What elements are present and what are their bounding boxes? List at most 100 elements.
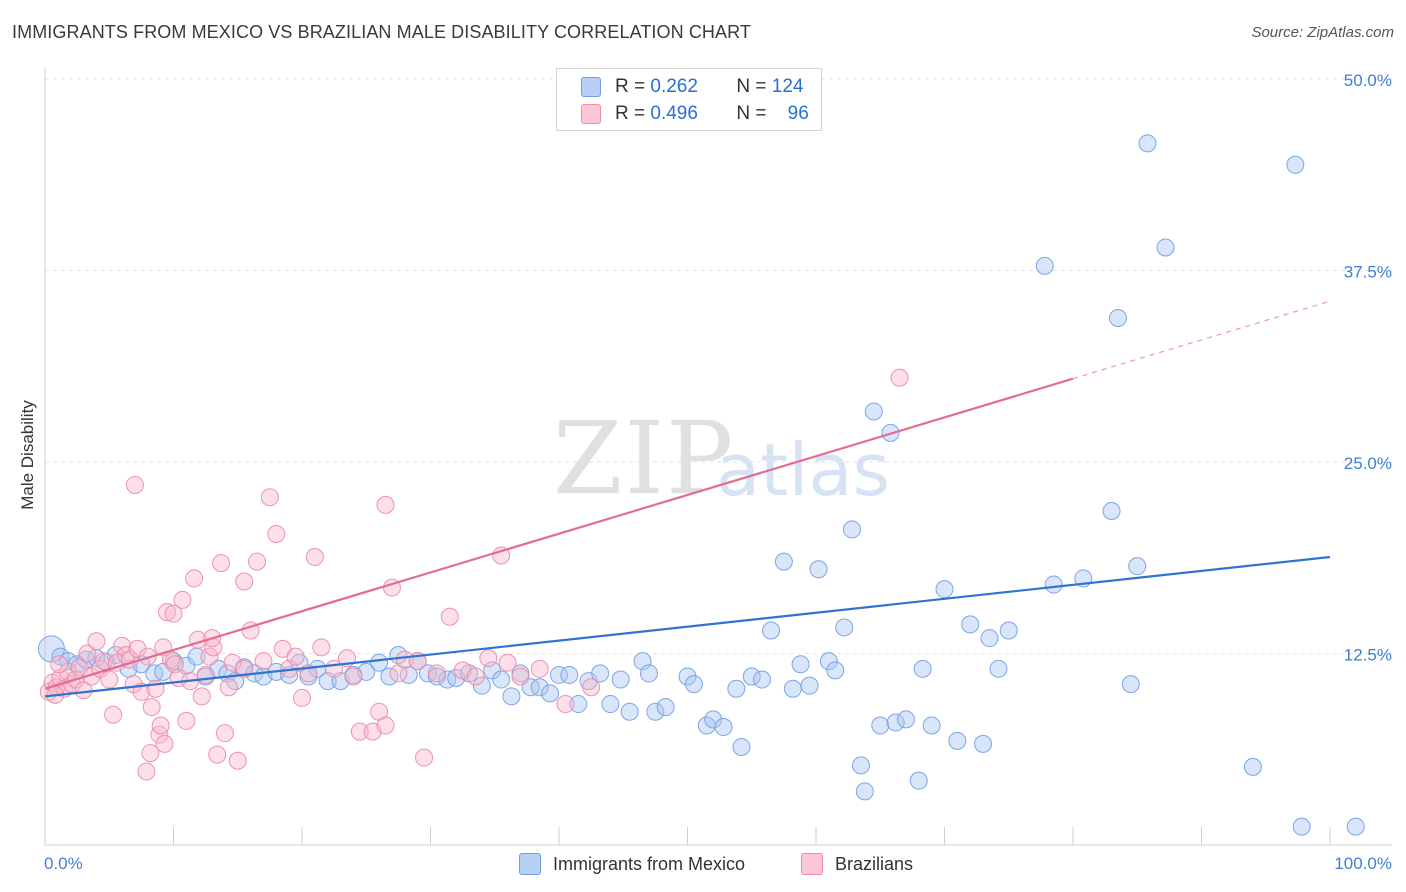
point-brazilians: [95, 652, 114, 671]
n-value-mexico: 124: [771, 76, 804, 97]
point-mexico: [714, 718, 733, 737]
point-brazilians: [479, 649, 498, 668]
point-mexico: [732, 737, 751, 756]
stats-row-brazilians: R = 0.496 N = 96: [581, 102, 809, 126]
legend-swatch-mexico: [519, 853, 541, 875]
point-mexico: [999, 621, 1018, 640]
point-mexico: [601, 695, 620, 714]
point-brazilians: [228, 751, 247, 770]
point-brazilians: [196, 665, 215, 684]
point-brazilians: [305, 547, 324, 566]
point-mexico: [835, 618, 854, 637]
point-mexico: [783, 679, 802, 698]
point-mexico: [935, 580, 954, 599]
point-brazilians: [498, 653, 517, 672]
point-brazilians: [113, 636, 132, 655]
point-brazilians: [440, 607, 459, 626]
r-label: R =: [615, 103, 646, 124]
r-value-brazilians: 0.496: [650, 103, 698, 124]
legend-item-brazilians[interactable]: Brazilians: [801, 852, 913, 876]
point-brazilians: [125, 475, 144, 494]
point-brazilians: [415, 748, 434, 767]
point-mexico: [922, 716, 941, 735]
point-brazilians: [293, 688, 311, 707]
point-brazilians: [173, 590, 192, 609]
point-mexico: [851, 756, 870, 775]
point-mexico: [762, 621, 781, 640]
swatch-brazilians: [581, 104, 601, 124]
point-mexico: [569, 695, 588, 714]
point-mexico: [370, 653, 389, 672]
point-mexico: [541, 684, 560, 703]
point-mexico: [530, 678, 549, 697]
point-brazilians: [344, 667, 363, 686]
point-brazilians: [235, 572, 254, 591]
point-mexico: [948, 731, 967, 750]
point-brazilians: [376, 495, 395, 514]
point-brazilians: [235, 659, 254, 678]
point-mexico: [871, 716, 890, 735]
point-brazilians: [158, 603, 177, 622]
point-mexico: [774, 552, 793, 571]
point-mexico: [639, 664, 658, 683]
point-mexico: [145, 664, 164, 683]
point-mexico: [1035, 256, 1054, 275]
point-mexico: [886, 713, 905, 732]
chart-title: IMMIGRANTS FROM MEXICO VS BRAZILIAN MALE…: [12, 22, 752, 42]
point-mexico: [1138, 134, 1157, 153]
watermark-zip: ZIP: [553, 400, 736, 517]
point-mexico: [656, 698, 675, 717]
point-brazilians: [890, 368, 909, 387]
point-brazilians: [87, 632, 106, 651]
point-brazilians: [350, 722, 369, 741]
point-mexico: [855, 782, 874, 801]
point-brazilians: [530, 659, 549, 678]
point-brazilians: [138, 647, 157, 666]
point-mexico: [1156, 238, 1175, 257]
point-brazilians: [151, 716, 170, 735]
stats-legend: R = 0.262 N = 124 R = 0.496 N = 96: [556, 68, 822, 131]
point-mexico: [913, 659, 932, 678]
point-brazilians: [511, 667, 530, 686]
point-mexico: [791, 655, 810, 674]
axes: [44, 68, 1392, 846]
point-mexico: [472, 676, 491, 695]
point-mexico: [1121, 675, 1140, 694]
point-brazilians: [78, 644, 97, 663]
point-mexico: [1286, 155, 1305, 174]
point-brazilians: [466, 667, 485, 686]
point-brazilians: [582, 678, 601, 697]
legend-label-mexico: Immigrants from Mexico: [553, 853, 746, 874]
point-mexico: [727, 679, 746, 698]
trendline-mexico: [44, 555, 1331, 698]
point-brazilians: [104, 705, 123, 724]
point-brazilians: [164, 604, 183, 623]
trend-lines: [44, 300, 1331, 698]
point-brazilians: [395, 650, 414, 669]
point-mexico: [492, 670, 511, 689]
source-label: Source: ZipAtlas.com: [1251, 24, 1394, 41]
series-brazilians-points: [39, 368, 909, 781]
legend-item-mexico[interactable]: Immigrants from Mexico: [519, 852, 745, 876]
point-mexico: [620, 702, 639, 721]
point-mexico: [560, 665, 579, 684]
point-mexico: [800, 676, 819, 695]
point-brazilians: [141, 744, 160, 763]
point-brazilians: [100, 670, 119, 689]
point-mexico: [826, 661, 845, 680]
point-mexico: [1128, 557, 1147, 576]
point-brazilians: [132, 682, 151, 701]
n-value-brazilians: 96: [787, 103, 809, 124]
point-mexico: [1108, 308, 1127, 327]
n-label: N =: [736, 76, 767, 97]
point-mexico: [753, 670, 772, 689]
point-mexico: [1044, 575, 1063, 594]
point-mexico: [1243, 757, 1262, 776]
point-mexico: [809, 560, 828, 579]
point-brazilians: [219, 678, 238, 697]
point-mexico: [1102, 502, 1121, 521]
grid-lines: [45, 78, 1392, 654]
point-mexico: [909, 771, 928, 790]
point-brazilians: [208, 745, 227, 764]
